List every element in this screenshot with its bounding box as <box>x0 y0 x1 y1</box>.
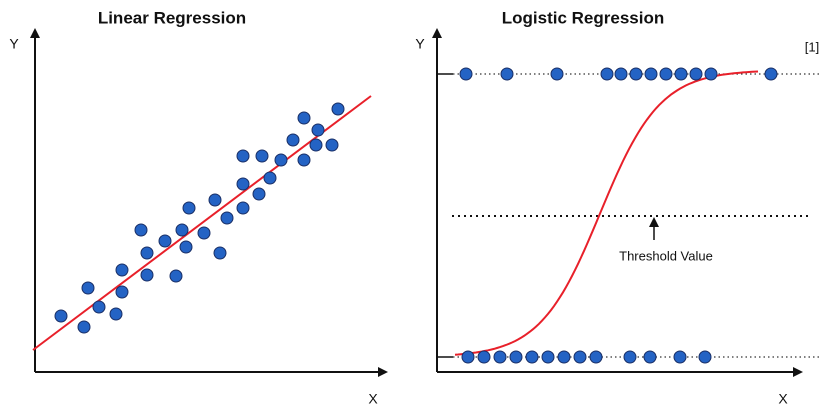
dot <box>541 350 555 364</box>
dot <box>263 171 277 185</box>
dot <box>589 350 603 364</box>
dot <box>764 67 778 81</box>
dot <box>673 350 687 364</box>
dot <box>600 67 614 81</box>
dot <box>81 281 95 295</box>
dot <box>115 285 129 299</box>
dot <box>134 223 148 237</box>
y-label: Y <box>415 36 425 52</box>
dot <box>54 309 68 323</box>
dot <box>175 223 189 237</box>
dot <box>500 67 514 81</box>
sigmoid-curve <box>454 70 759 356</box>
dot <box>115 263 129 277</box>
dot <box>297 111 311 125</box>
x-label: X <box>778 391 788 407</box>
dot <box>689 67 703 81</box>
dot <box>629 67 643 81</box>
dot <box>182 201 196 215</box>
dot <box>109 307 123 321</box>
dot <box>550 67 564 81</box>
citation: [1] <box>805 39 819 54</box>
dot <box>557 350 571 364</box>
dot <box>698 350 712 364</box>
title: Logistic Regression <box>502 8 664 27</box>
dot <box>573 350 587 364</box>
dot <box>659 67 673 81</box>
dot <box>459 67 473 81</box>
dot <box>461 350 475 364</box>
dot <box>255 149 269 163</box>
dot <box>236 149 250 163</box>
dot <box>213 246 227 260</box>
dot <box>236 201 250 215</box>
dot <box>179 240 193 254</box>
dot <box>674 67 688 81</box>
dot <box>297 153 311 167</box>
dot <box>309 138 323 152</box>
logistic-panel: Logistic Regression Y X [1] Threshold Va… <box>415 8 820 407</box>
dot <box>493 350 507 364</box>
dot <box>140 246 154 260</box>
dot <box>614 67 628 81</box>
dot <box>704 67 718 81</box>
dot <box>325 138 339 152</box>
regression-line <box>32 95 372 351</box>
y-label: Y <box>9 36 19 52</box>
dot <box>525 350 539 364</box>
dot <box>169 269 183 283</box>
dot <box>140 268 154 282</box>
dot <box>208 193 222 207</box>
title: Linear Regression <box>98 8 246 27</box>
dot <box>643 350 657 364</box>
x-label: X <box>368 391 378 407</box>
dot <box>220 211 234 225</box>
dot <box>197 226 211 240</box>
dot <box>644 67 658 81</box>
dot <box>623 350 637 364</box>
dot <box>92 300 106 314</box>
annotation: Threshold Value <box>619 248 713 263</box>
dot <box>77 320 91 334</box>
dot <box>509 350 523 364</box>
dot <box>236 177 250 191</box>
dot <box>274 153 288 167</box>
dot <box>158 234 172 248</box>
dot <box>477 350 491 364</box>
dot <box>252 187 266 201</box>
dot <box>286 133 300 147</box>
dot <box>311 123 325 137</box>
dot <box>331 102 345 116</box>
linear-panel: Linear Regression Y X <box>9 8 388 407</box>
